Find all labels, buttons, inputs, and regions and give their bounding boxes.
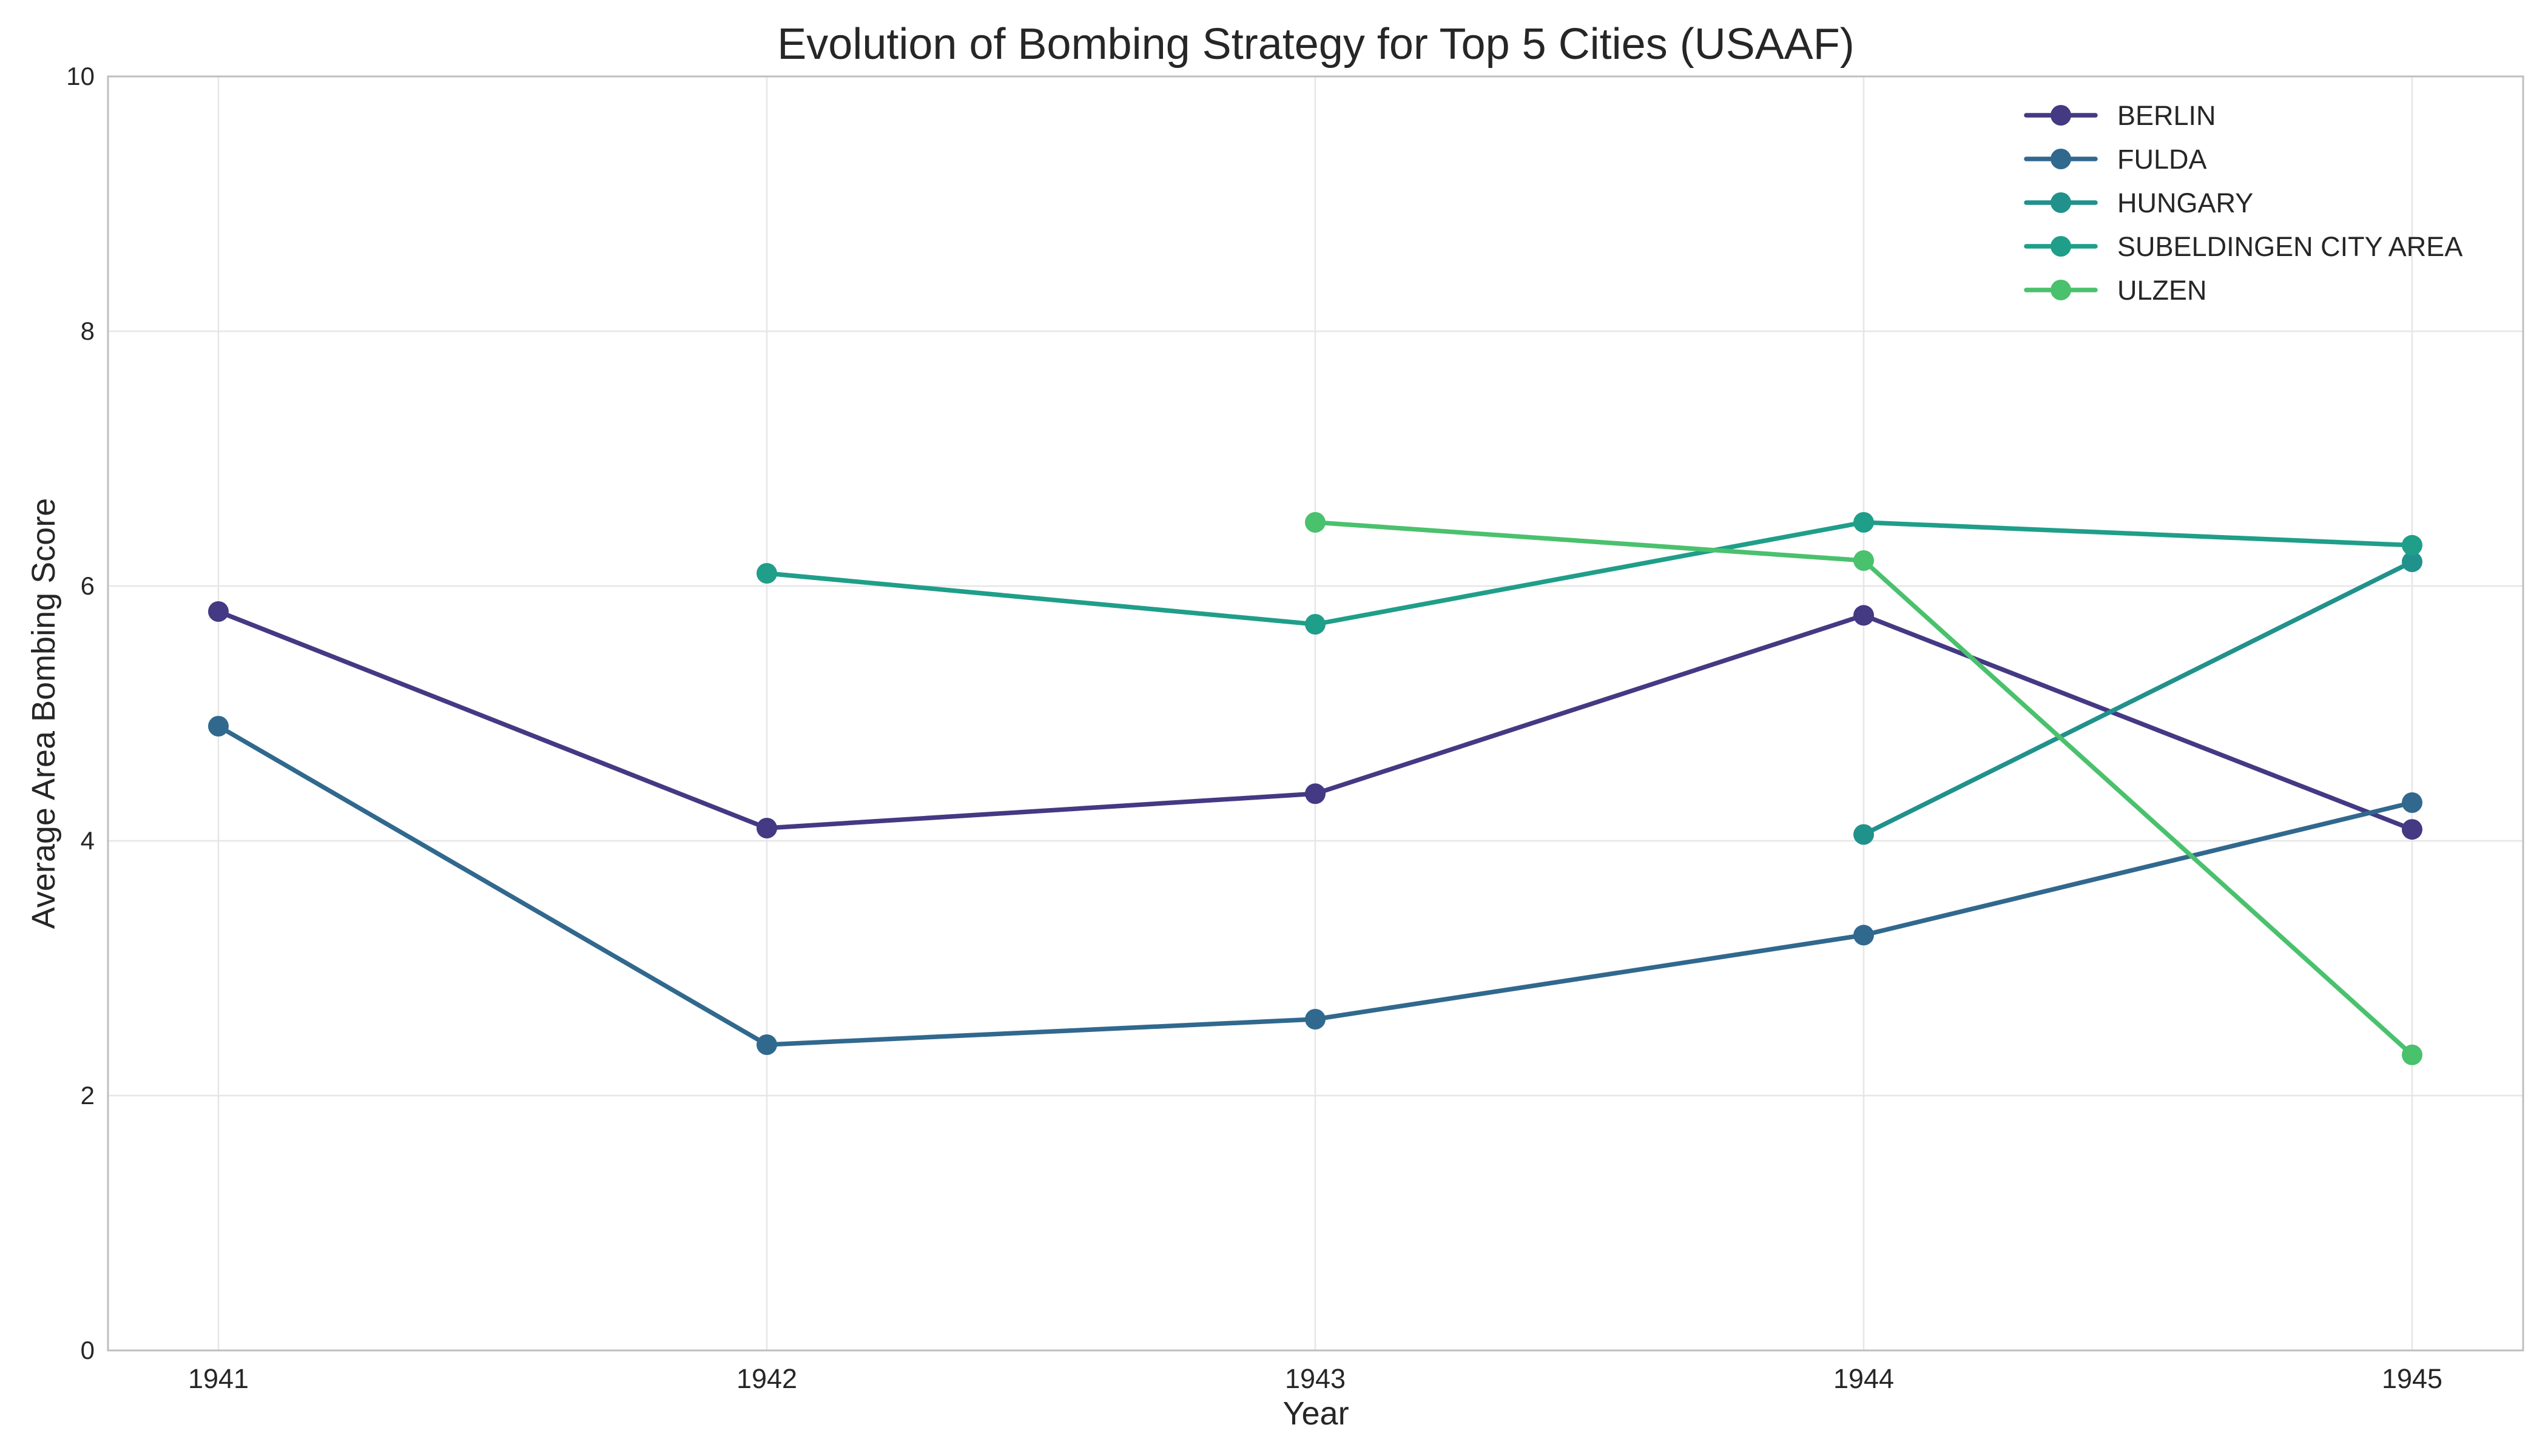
x-tick-label: 1943 [1285, 1363, 1346, 1394]
series-line-hungary [1861, 559, 2415, 837]
data-point-subeldingen-city-area [2402, 534, 2422, 556]
data-point-fulda [1305, 1009, 1326, 1030]
y-axis-label: Average Area Bombing Score [25, 498, 62, 929]
tick-layer: 1941 1942 1943 1944 1945 0 2 4 6 8 10 [66, 62, 2442, 1394]
data-point-subeldingen-city-area [757, 563, 777, 584]
series-layer [208, 512, 2422, 1065]
grid-layer [108, 75, 2523, 1352]
data-point-subeldingen-city-area [1853, 512, 1874, 533]
data-point-berlin [2402, 819, 2422, 840]
legend-label-fulda: FULDA [2117, 144, 2207, 175]
legend-marker-ulzen [2051, 280, 2071, 300]
legend-item-fulda: FULDA [2024, 144, 2207, 175]
legend: BERLIN FULDA HUNGARY SUBELDINGEN CITY AREA U… [2024, 100, 2462, 306]
y-tick-label: 4 [81, 826, 95, 855]
y-tick-label: 6 [81, 571, 95, 600]
legend-marker-berlin [2051, 105, 2071, 126]
data-point-berlin [757, 818, 777, 838]
legend-label-hungary: HUNGARY [2117, 187, 2253, 218]
data-point-fulda [2402, 792, 2422, 813]
data-point-subeldingen-city-area [1305, 614, 1326, 635]
data-point-ulzen [1305, 512, 1326, 533]
x-axis-label: Year [1282, 1395, 1349, 1432]
y-tick-label: 8 [81, 317, 95, 345]
legend-marker-hungary [2051, 192, 2071, 213]
x-tick-label: 1944 [1833, 1363, 1894, 1394]
series-ulzen [1305, 512, 2422, 1065]
legend-item-berlin: BERLIN [2024, 100, 2216, 131]
series-subeldingen-city-area [757, 512, 2422, 635]
legend-marker-subeldingen-city-area [2051, 236, 2071, 257]
y-tick-label: 0 [81, 1336, 95, 1364]
data-point-ulzen [2402, 1044, 2422, 1065]
data-point-berlin [208, 601, 229, 622]
data-point-berlin [1853, 605, 1874, 626]
y-tick-label: 10 [66, 62, 95, 90]
series-hungary [1853, 551, 2422, 845]
data-point-ulzen [1853, 550, 1874, 571]
y-tick-label: 2 [81, 1081, 95, 1110]
plot-frame [107, 75, 2524, 1352]
x-tick-label: 1945 [2382, 1363, 2442, 1394]
x-tick-label: 1942 [736, 1363, 797, 1394]
series-line-subeldingen-city-area [764, 520, 2415, 627]
x-tick-label: 1941 [188, 1363, 249, 1394]
legend-label-ulzen: ULZEN [2117, 275, 2207, 306]
series-fulda [208, 716, 2422, 1055]
legend-item-subeldingen-city-area: SUBELDINGEN CITY AREA [2024, 231, 2462, 262]
data-point-hungary [1853, 824, 1874, 845]
data-point-fulda [1853, 925, 1874, 946]
series-berlin [208, 601, 2422, 840]
chart-title: Evolution of Bombing Strategy for Top 5 … [777, 20, 1854, 69]
data-point-fulda [208, 716, 229, 736]
legend-label-subeldingen-city-area: SUBELDINGEN CITY AREA [2117, 231, 2462, 262]
data-point-hungary [2402, 551, 2422, 573]
data-point-berlin [1305, 783, 1326, 804]
legend-marker-fulda [2051, 149, 2071, 169]
legend-item-hungary: HUNGARY [2024, 187, 2253, 218]
legend-item-ulzen: ULZEN [2024, 275, 2207, 306]
data-point-fulda [757, 1034, 777, 1055]
legend-label-berlin: BERLIN [2117, 100, 2216, 131]
